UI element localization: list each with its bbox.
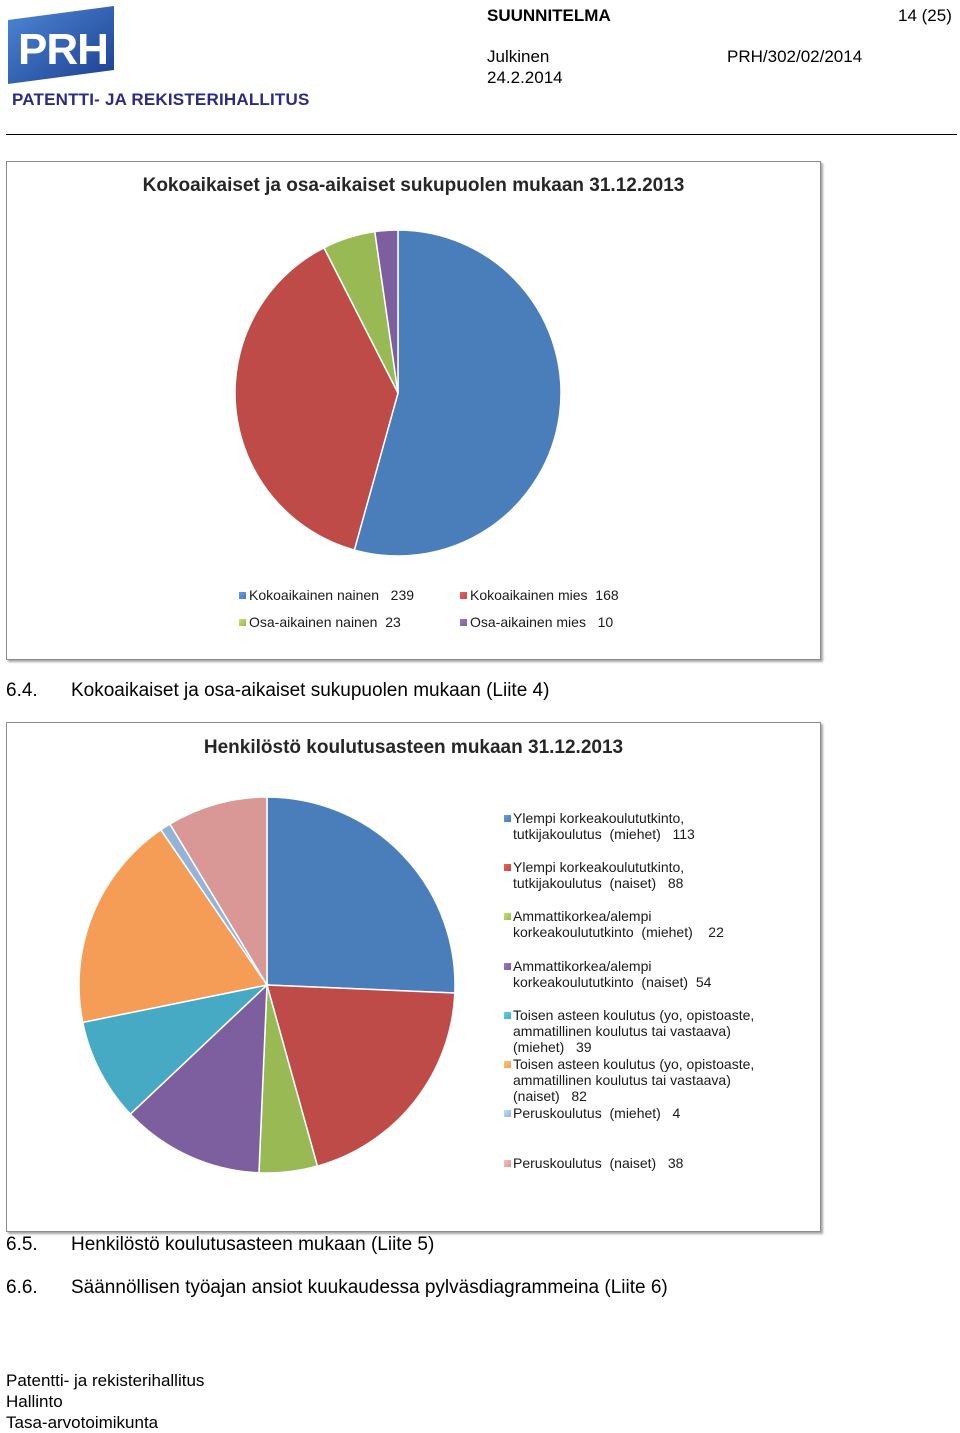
- organization-name: PATENTTI- JA REKISTERIHALLITUS: [12, 90, 310, 109]
- legend-swatch: [504, 913, 511, 920]
- footer-department: Hallinto: [6, 1392, 63, 1411]
- pie-slice-8: [168, 796, 268, 988]
- legend-item-line: tutkijakoulutus (miehet) 113: [513, 826, 695, 842]
- pie-chart-1: [234, 229, 562, 557]
- caption-6-6-number: 6.6.: [6, 1277, 38, 1298]
- pie-chart-2: [78, 796, 456, 1174]
- header-divider: [6, 134, 957, 135]
- legend-item-line: Peruskoulutus (naiset) 38: [513, 1155, 684, 1171]
- legend-item-line: (miehet) 39: [513, 1039, 592, 1055]
- legend-item-line: Peruskoulutus (miehet) 4: [513, 1105, 681, 1121]
- legend-swatch: [504, 1160, 511, 1167]
- legend-item-line: tutkijakoulutus (naiset) 88: [513, 875, 684, 891]
- legend-swatch: [504, 815, 511, 822]
- classification: Julkinen: [487, 47, 550, 66]
- pie-slice-2: [234, 246, 399, 551]
- legend-item-line: ammatillinen koulutus tai vastaava): [513, 1072, 731, 1088]
- legend-item: Osa-aikainen nainen 23: [249, 614, 401, 630]
- footer-organization: Patentti- ja rekisterihallitus: [6, 1371, 205, 1390]
- legend-item-line: Ammattikorkea/alempi: [513, 958, 652, 974]
- chart-gender-employment: Kokoaikaiset ja osa-aikaiset sukupuolen …: [6, 161, 821, 660]
- pie-slice-1: [266, 796, 456, 994]
- chart-education-level: Henkilöstö koulutusasteen mukaan 31.12.2…: [6, 722, 821, 1232]
- caption-6-5-text: Henkilöstö koulutusasteen mukaan (Liite …: [71, 1234, 435, 1255]
- legend-item-line: korkeakoulututkinto (naiset) 54: [513, 974, 712, 990]
- pie-slice-4: [373, 229, 399, 394]
- prh-logo-icon: PRH: [8, 6, 116, 84]
- legend-item-line: Ammattikorkea/alempi: [513, 908, 652, 924]
- logo-mark-text: PRH: [18, 25, 108, 74]
- legend-swatch: [504, 963, 511, 970]
- pie-slice-5: [81, 983, 270, 1116]
- legend-swatch: [504, 1110, 511, 1117]
- legend-swatch: [460, 619, 467, 626]
- legend-swatch: [504, 1061, 511, 1068]
- caption-6-4-number: 6.4.: [6, 680, 38, 701]
- legend-swatch: [460, 592, 467, 599]
- document-type: SUUNNITELMA: [487, 6, 611, 25]
- legend-item-line: Toisen asteen koulutus (yo, opistoaste,: [513, 1007, 755, 1023]
- chart-title: Henkilöstö koulutusasteen mukaan 31.12.2…: [203, 737, 624, 758]
- pie-slice-6: [78, 828, 269, 1024]
- legend-swatch: [504, 1012, 511, 1019]
- pie-slice-4: [129, 983, 268, 1174]
- legend-item-line: Ylempi korkeakoulututkinto,: [513, 810, 685, 826]
- caption-6-5-number: 6.5.: [6, 1234, 38, 1255]
- document-date: 24.2.2014: [487, 68, 563, 87]
- legend-swatch: [239, 592, 246, 599]
- page-number: 14 (25): [898, 6, 952, 25]
- pie-slice-1: [353, 229, 562, 557]
- caption-6-6-text: Säännöllisen työajan ansiot kuukaudessa …: [71, 1277, 668, 1298]
- legend-item-line: ammatillinen koulutus tai vastaava): [513, 1023, 731, 1039]
- legend-item: Kokoaikainen nainen 239: [249, 587, 415, 603]
- footer-committee: Tasa-arvotoimikunta: [6, 1413, 159, 1432]
- legend-item: Kokoaikainen mies 168: [470, 587, 619, 603]
- document-id: PRH/302/02/2014: [727, 47, 863, 66]
- legend-item-line: Toisen asteen koulutus (yo, opistoaste,: [513, 1056, 755, 1072]
- legend-item-line: (naiset) 82: [513, 1088, 587, 1104]
- pie-slice-2: [266, 984, 456, 1168]
- legend-swatch: [239, 619, 246, 626]
- legend-item: Osa-aikainen mies 10: [470, 614, 614, 630]
- legend-item-line: korkeakoulututkinto (miehet) 22: [513, 924, 724, 940]
- caption-6-4-text: Kokoaikaiset ja osa-aikaiset sukupuolen …: [71, 680, 550, 701]
- legend-item-line: Ylempi korkeakoulututkinto,: [513, 859, 685, 875]
- legend-swatch: [504, 864, 511, 871]
- chart-title: Kokoaikaiset ja osa-aikaiset sukupuolen …: [142, 175, 685, 196]
